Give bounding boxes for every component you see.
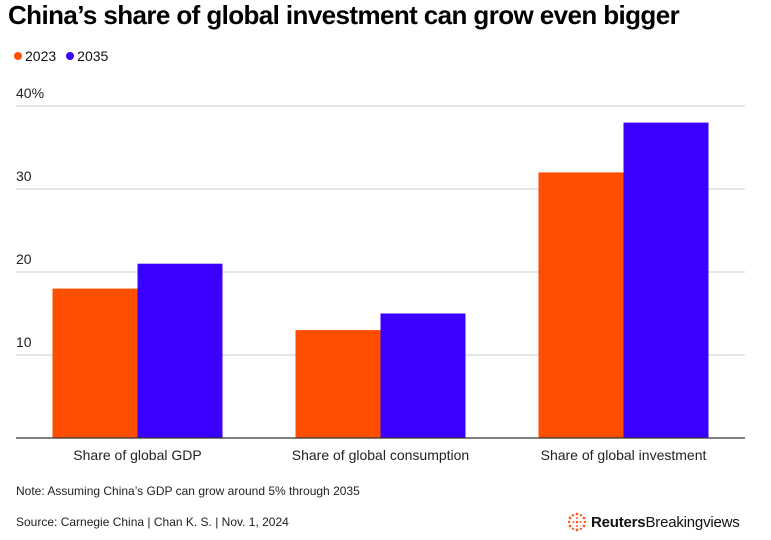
bar-2035-3 [623, 122, 709, 438]
brand-name-light: Breakingviews [645, 513, 740, 531]
legend-label-2035: 2035 [77, 48, 109, 64]
brand-name-bold: Reuters [591, 513, 646, 531]
y-tick-label-20: 20 [16, 251, 32, 267]
brand-name: ReutersBreakingviews [591, 514, 740, 531]
x-category-label-2: Share of global consumption [292, 447, 469, 463]
source-line: Source: Carnegie China | Chan K. S. | No… [16, 515, 289, 529]
x-category-label-1: Share of global GDP [73, 447, 201, 463]
brand-logo: ReutersBreakingviews [567, 512, 740, 532]
bar-2023-2 [295, 330, 381, 438]
bar-2035-2 [380, 313, 466, 438]
y-tick-label-30: 30 [16, 168, 32, 184]
y-tick-label-10: 10 [16, 334, 32, 350]
y-tick-label-40: 40% [16, 85, 44, 101]
bar-2023-1 [52, 288, 138, 438]
legend: 2023 2035 [14, 48, 108, 64]
reuters-logo-icon [567, 512, 587, 532]
bar-2023-3 [538, 172, 624, 438]
legend-swatch-2035 [66, 52, 75, 60]
footnote: Note: Assuming China’s GDP can grow arou… [16, 484, 360, 498]
legend-item-2023: 2023 [14, 48, 56, 64]
legend-item-2035: 2035 [66, 48, 108, 64]
legend-label-2023: 2023 [25, 48, 57, 64]
x-category-label-3: Share of global investment [541, 447, 707, 463]
bar-2035-1 [137, 263, 223, 438]
legend-swatch-2023 [14, 52, 22, 60]
chart-title: China’s share of global investment can g… [8, 0, 680, 30]
bar-chart: 10 20 30 40% Share of global GDP Share of glo… [16, 85, 745, 463]
